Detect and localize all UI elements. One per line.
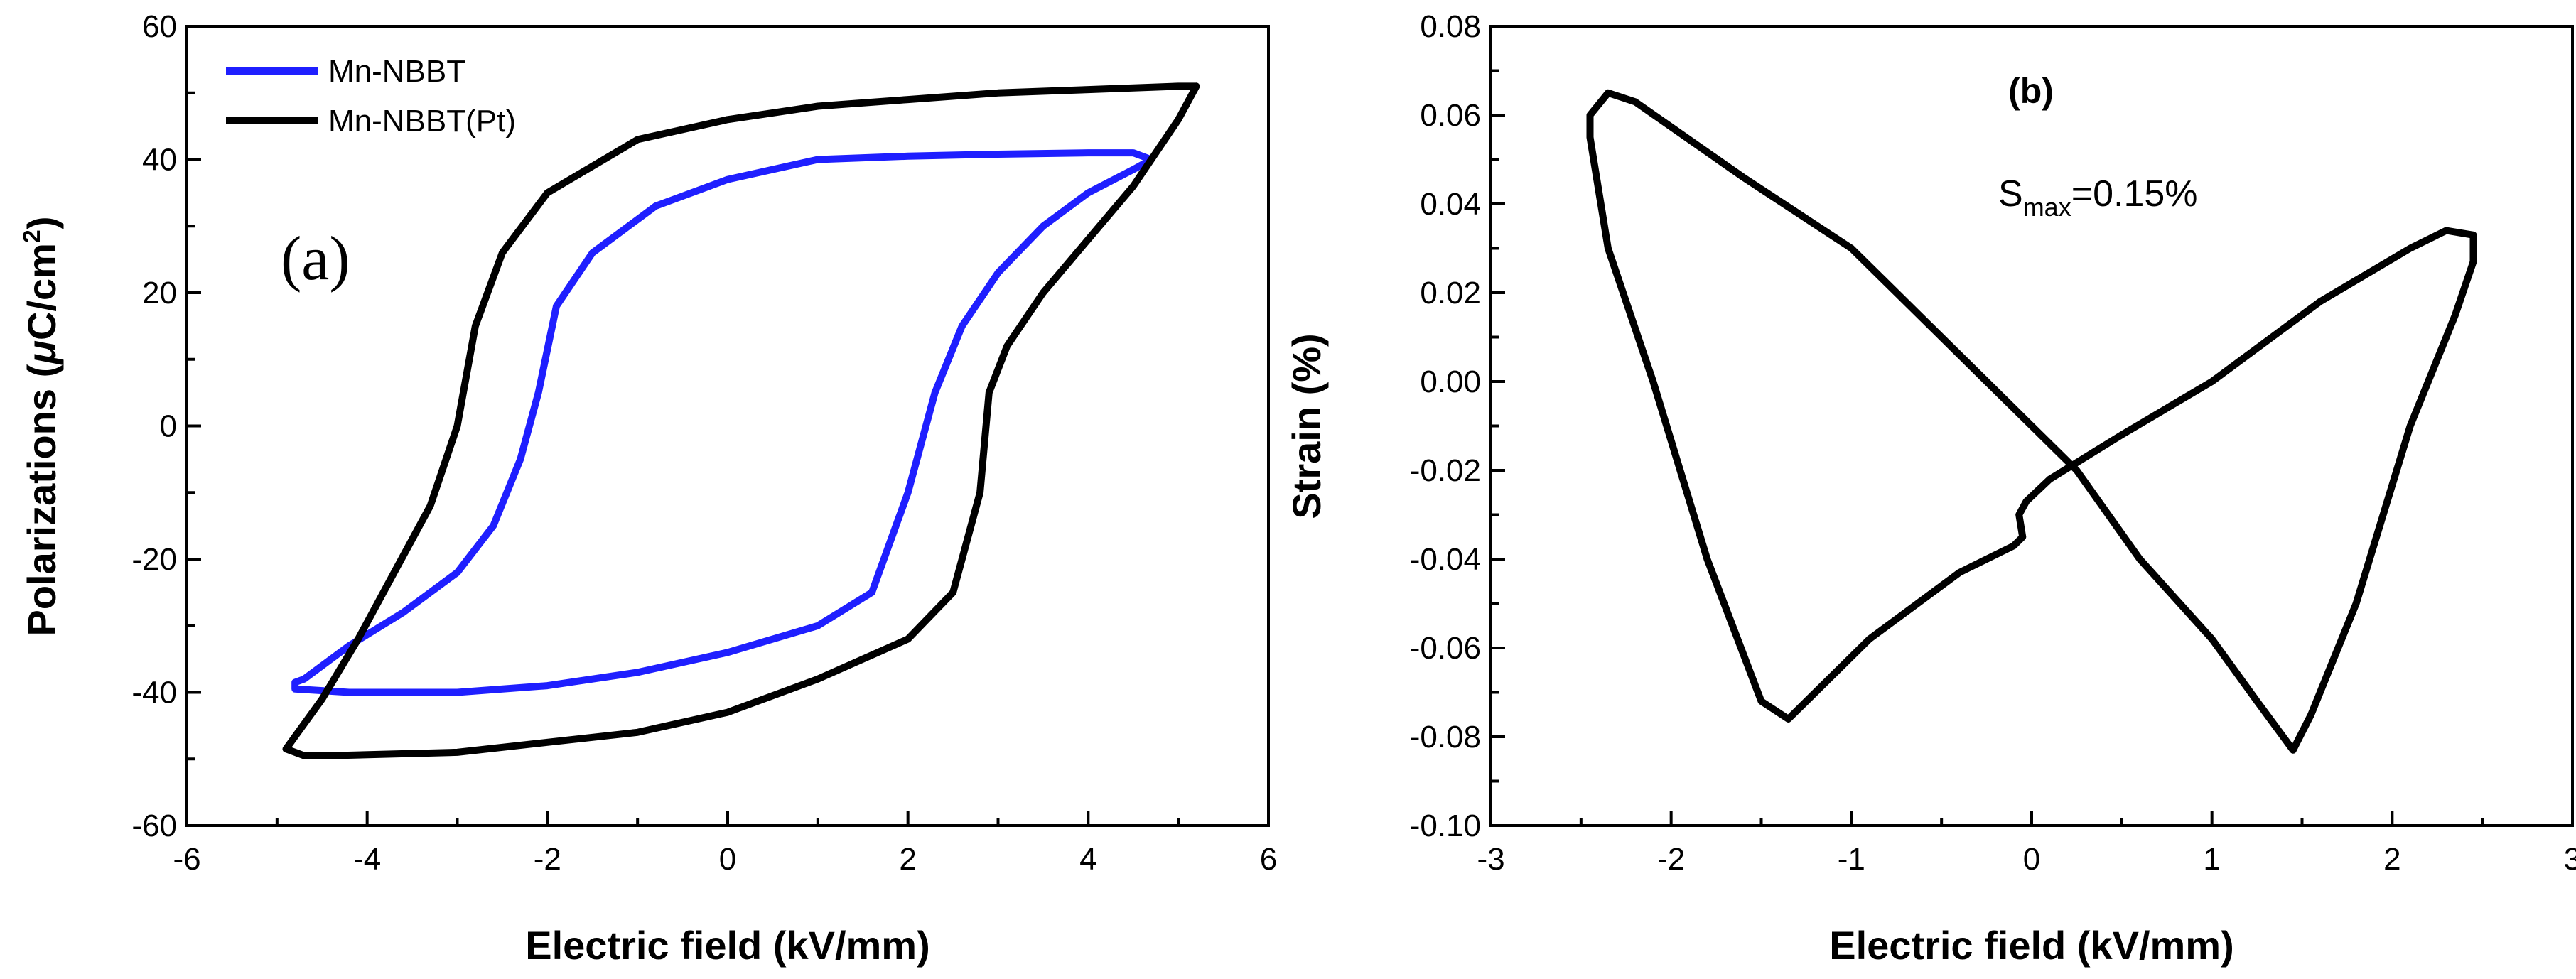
x-axis-title-b: Electric field (kV/mm) (1829, 923, 2234, 968)
y-tick-label-a: -60 (131, 808, 177, 843)
x-tick-label-a: -2 (534, 842, 561, 877)
y-tick-label-b: 0.00 (1420, 364, 1481, 399)
x-tick-label-b: 3 (2564, 842, 2576, 877)
y-tick-label-b: -0.02 (1410, 453, 1481, 488)
curves-a (282, 82, 1200, 759)
x-axis-title-a: Electric field (kV/mm) (525, 923, 930, 968)
x-tick-label-a: 6 (1260, 842, 1277, 877)
smax-base: S (1998, 173, 2023, 215)
y-title-a-sup: 2 (18, 229, 45, 243)
y-tick-label-a: 40 (142, 143, 177, 178)
y-title-a-prefix: Polarizations ( (19, 364, 64, 636)
panel-label-b: (b) (2008, 71, 2054, 111)
y-tick-label-b: 0.02 (1420, 276, 1481, 310)
x-tick-label-a: 2 (899, 842, 916, 877)
y-title-a-suffix: ) (19, 216, 64, 229)
y-axis-title-a: Polarizations (μC/cm2) (18, 216, 64, 636)
x-tick-label-b: 2 (2383, 842, 2400, 877)
y-tick-label-b: 0.08 (1420, 9, 1481, 44)
smax-sub: max (2023, 193, 2071, 222)
strain-chart: -3 -2 -1 0 1 2 3 -0.10 -0.08 -0.06 -0.04 -0.02 0.00 0… (1284, 9, 2576, 968)
x-tick-label-a: 4 (1079, 842, 1096, 877)
y-title-a-mu: μ (19, 340, 64, 366)
legend: Mn-NBBT Mn-NBBT(Pt) (226, 54, 516, 139)
x-tick-label-a: -6 (173, 842, 200, 877)
x-tick-label-a: 0 (719, 842, 736, 877)
x-tick-label-b: -2 (1657, 842, 1685, 877)
smax-annotation: Smax=0.15% (1998, 173, 2198, 222)
y-tick-label-a: 60 (142, 9, 177, 44)
x-tick-label-a: -4 (353, 842, 381, 877)
y-axis-title-b: Strain (%) (1284, 333, 1329, 519)
curves-b (1586, 89, 2477, 754)
legend-label-mn-nbbt-pt: Mn-NBBT(Pt) (328, 104, 516, 139)
series-line-b-0 (1586, 89, 2477, 754)
series-line-a-0 (291, 149, 1155, 696)
y-tick-label-a: -40 (131, 676, 177, 710)
y-tick-label-a: 20 (142, 276, 177, 310)
x-tick-label-b: -1 (1838, 842, 1865, 877)
y-tick-label-a: -20 (131, 542, 177, 577)
y-tick-label-b: -0.10 (1410, 808, 1481, 843)
smax-value: =0.15% (2071, 173, 2198, 215)
y-tick-label-b: 0.04 (1420, 187, 1481, 222)
y-tick-label-b: -0.08 (1410, 720, 1481, 754)
x-tick-label-b: 1 (2203, 842, 2220, 877)
plot-frame-a (185, 25, 1270, 827)
x-tick-label-b: -3 (1477, 842, 1504, 877)
series-line-a-1 (282, 82, 1200, 759)
panel-label-a: (a) (281, 225, 350, 293)
ticks-b: -3 -2 -1 0 1 2 3 -0.10 -0.08 -0.06 -0.04 -0.02 0.00 0… (1410, 9, 2576, 877)
y-tick-label-a: 0 (160, 409, 177, 444)
legend-label-mn-nbbt: Mn-NBBT (328, 54, 465, 89)
y-tick-label-b: 0.06 (1420, 98, 1481, 133)
y-title-a-unit: C/cm (19, 243, 64, 340)
y-tick-label-b: -0.04 (1410, 542, 1481, 577)
x-tick-label-b: 0 (2023, 842, 2040, 877)
y-tick-label-b: -0.06 (1410, 631, 1481, 666)
